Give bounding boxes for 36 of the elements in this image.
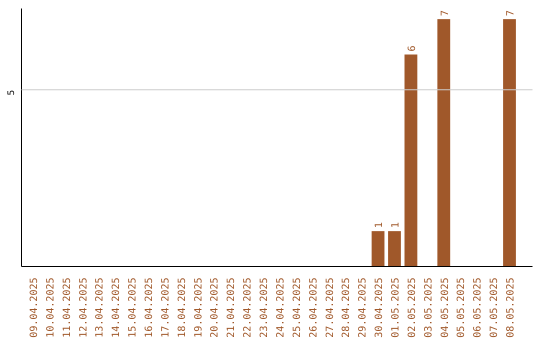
x-tick-label: 06.05.2025 [472,277,484,338]
x-tick-label: 14.04.2025 [111,277,122,338]
x-tick-label: 08.05.2025 [505,277,516,338]
x-tick-label: 03.05.2025 [423,277,434,338]
x-tick-label: 15.04.2025 [128,277,139,338]
x-tick-label: 11.04.2025 [62,277,73,338]
x-tick-label: 22.04.2025 [242,277,254,338]
data-label: 1 [374,222,386,228]
x-tick-label: 05.05.2025 [456,277,468,338]
x-tick-label: 30.04.2025 [374,277,386,338]
x-tick-label: 29.04.2025 [358,277,369,338]
x-tick-label: 25.04.2025 [292,277,303,338]
data-label: 1 [390,222,402,228]
x-tick-label: 20.04.2025 [210,277,221,338]
x-tick-label: 12.04.2025 [78,277,90,338]
x-tick-label: 16.04.2025 [144,277,156,338]
data-label: 7 [505,10,516,16]
x-tick-label: 04.05.2025 [440,277,451,338]
ref-line-label: 5 [7,90,17,96]
x-tick-label: 24.04.2025 [275,277,286,338]
x-tick-label: 07.05.2025 [489,277,500,338]
x-tick-label: 10.04.2025 [45,277,56,338]
data-label: 6 [406,45,418,52]
x-tick-label: 23.04.2025 [259,277,270,338]
x-tick-label: 26.04.2025 [308,277,320,338]
x-tick-label: 27.04.2025 [324,277,336,338]
x-tick-label: 13.04.2025 [94,277,106,338]
x-tick-label: 09.04.2025 [29,277,40,338]
x-tick-label: 17.04.2025 [160,277,172,338]
x-tick-label: 02.05.2025 [406,277,418,338]
x-tick-label: 19.04.2025 [193,277,204,338]
x-tick-label: 01.05.2025 [390,277,402,338]
x-tick-label: 28.04.2025 [341,277,352,338]
x-tick-label: 21.04.2025 [226,277,238,338]
x-tick-label: 18.04.2025 [176,277,188,338]
data-label: 7 [440,10,451,16]
